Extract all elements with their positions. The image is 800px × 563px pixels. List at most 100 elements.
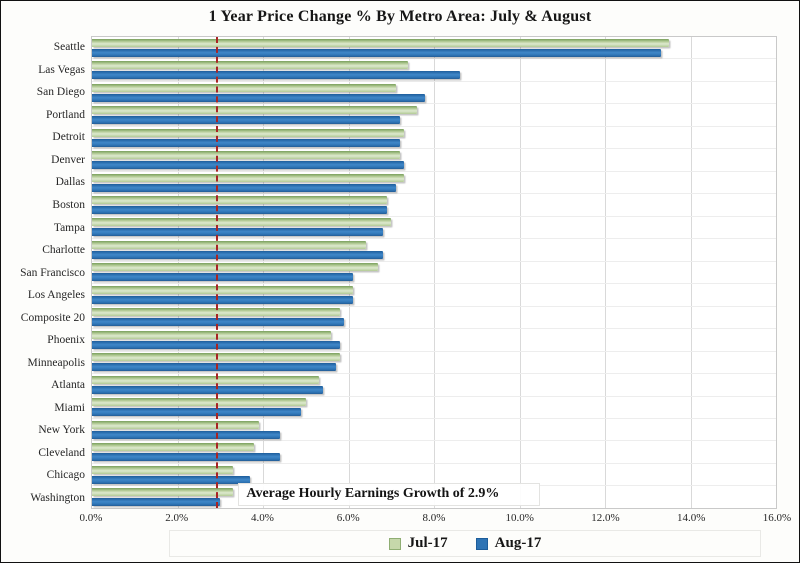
bar-aug-17-portland bbox=[92, 116, 400, 125]
gridline bbox=[519, 37, 521, 508]
y-tick-label: New York bbox=[38, 424, 85, 437]
bar-aug-17-chicago bbox=[92, 475, 251, 484]
category-row-minneapolis bbox=[92, 352, 776, 375]
y-tick-label: Las Vegas bbox=[38, 63, 85, 76]
category-row-san-francisco bbox=[92, 262, 776, 285]
category-row-boston bbox=[92, 194, 776, 217]
bar-jul-17-dallas bbox=[92, 173, 405, 182]
x-tick-label: 4.0% bbox=[251, 512, 274, 524]
bar-aug-17-tampa bbox=[92, 228, 383, 237]
y-tick-label: Charlotte bbox=[42, 244, 85, 257]
bar-aug-17-los-angeles bbox=[92, 295, 353, 304]
category-row-composite-20 bbox=[92, 307, 776, 330]
y-tick-label: Chicago bbox=[46, 469, 85, 482]
bar-jul-17-tampa bbox=[92, 218, 392, 227]
x-tick-label: 16.0% bbox=[762, 512, 792, 524]
x-tick-label: 8.0% bbox=[422, 512, 446, 524]
y-tick-label: Seattle bbox=[53, 41, 85, 54]
bar-jul-17-los-angeles bbox=[92, 285, 353, 294]
category-row-tampa bbox=[92, 217, 776, 240]
category-row-miami bbox=[92, 397, 776, 419]
legend-swatch-jul-17 bbox=[388, 537, 401, 550]
category-row-cleveland bbox=[92, 441, 776, 464]
bar-jul-17-miami bbox=[92, 398, 306, 407]
x-tick-label: 10.0% bbox=[505, 512, 534, 524]
y-tick-label: Dallas bbox=[55, 176, 85, 189]
category-row-charlotte bbox=[92, 239, 776, 262]
legend-label-aug-17: Aug-17 bbox=[494, 535, 542, 551]
x-tick-label: 6.0% bbox=[336, 512, 360, 524]
bar-jul-17-denver bbox=[92, 151, 400, 160]
category-row-los-angeles bbox=[92, 284, 776, 307]
x-tick-label: 0.0% bbox=[79, 512, 103, 524]
gridline bbox=[690, 37, 692, 508]
y-tick-label: Atlanta bbox=[51, 379, 85, 392]
y-tick-label: Miami bbox=[54, 401, 85, 414]
gridlines bbox=[92, 37, 776, 508]
bar-aug-17-dallas bbox=[92, 183, 396, 192]
category-row-portland bbox=[92, 104, 776, 127]
y-tick-label: Washington bbox=[30, 491, 85, 504]
bar-aug-17-atlanta bbox=[92, 385, 323, 394]
x-tick-label: 12.0% bbox=[591, 512, 620, 524]
legend-swatch-aug-17 bbox=[475, 537, 488, 550]
y-tick-label: Minneapolis bbox=[27, 356, 86, 369]
y-tick-label: Los Angeles bbox=[27, 289, 85, 302]
category-row-san-diego bbox=[92, 82, 776, 105]
bar-jul-17-portland bbox=[92, 106, 417, 115]
category-row-denver bbox=[92, 149, 776, 172]
bar-aug-17-denver bbox=[92, 161, 405, 170]
bar-jul-17-cleveland bbox=[92, 443, 255, 452]
legend-label-jul-17: Jul-17 bbox=[407, 535, 448, 551]
y-axis-labels: Seattle Las Vegas San Diego Portland Detroit… bbox=[1, 36, 85, 509]
bar-rows bbox=[92, 37, 776, 508]
bar-jul-17-san-diego bbox=[92, 83, 396, 92]
bar-aug-17-composite-20 bbox=[92, 318, 345, 327]
gridline bbox=[348, 37, 350, 508]
bar-aug-17-san-diego bbox=[92, 93, 426, 102]
bar-jul-17-chicago bbox=[92, 465, 234, 474]
category-row-atlanta bbox=[92, 374, 776, 397]
category-row-new-york bbox=[92, 419, 776, 442]
bar-aug-17-boston bbox=[92, 206, 387, 215]
y-tick-label: Composite 20 bbox=[20, 311, 85, 324]
bar-jul-17-seattle bbox=[92, 38, 670, 47]
bar-aug-17-cleveland bbox=[92, 453, 281, 462]
legend: Jul-17 Aug-17 bbox=[169, 530, 761, 557]
bar-aug-17-san-francisco bbox=[92, 273, 353, 282]
bar-jul-17-san-francisco bbox=[92, 263, 379, 272]
annotation-label: Average Hourly Earnings Growth of 2.9% bbox=[238, 483, 541, 506]
bar-aug-17-miami bbox=[92, 408, 302, 417]
chart-title: 1 Year Price Change % By Metro Area: Jul… bbox=[208, 8, 592, 25]
legend-item-jul-17: Jul-17 bbox=[388, 535, 448, 552]
bar-aug-17-charlotte bbox=[92, 250, 383, 259]
bar-jul-17-phoenix bbox=[92, 330, 332, 339]
average-earnings-reference-line bbox=[215, 37, 218, 508]
bar-jul-17-charlotte bbox=[92, 240, 366, 249]
legend-item-aug-17: Aug-17 bbox=[475, 535, 542, 552]
bar-aug-17-detroit bbox=[92, 138, 400, 147]
bar-jul-17-washington bbox=[92, 488, 234, 497]
y-tick-label: Detroit bbox=[52, 131, 85, 144]
x-tick-label: 14.0% bbox=[677, 512, 706, 524]
bar-aug-17-las-vegas bbox=[92, 71, 460, 80]
bar-aug-17-new-york bbox=[92, 430, 281, 439]
bar-jul-17-boston bbox=[92, 196, 387, 205]
y-tick-label: Tampa bbox=[53, 221, 85, 234]
x-tick-label: 2.0% bbox=[165, 512, 189, 524]
y-tick-label: San Francisco bbox=[20, 266, 85, 279]
bar-jul-17-atlanta bbox=[92, 375, 319, 384]
y-tick-label: San Diego bbox=[36, 86, 85, 99]
category-row-detroit bbox=[92, 127, 776, 150]
y-tick-label: Phoenix bbox=[47, 334, 85, 347]
category-row-washington bbox=[92, 486, 776, 507]
gridline bbox=[605, 37, 606, 508]
x-axis-labels: 0.0% 2.0% 4.0% 6.0% 8.0% 10.0% 12.0% 14.0% 16.0% bbox=[80, 512, 792, 527]
bar-aug-17-minneapolis bbox=[92, 363, 336, 372]
y-tick-label: Portland bbox=[46, 108, 85, 121]
gridline bbox=[177, 37, 179, 508]
bar-aug-17-seattle bbox=[92, 48, 661, 57]
y-tick-label: Cleveland bbox=[38, 446, 85, 459]
bar-jul-17-las-vegas bbox=[92, 61, 409, 70]
